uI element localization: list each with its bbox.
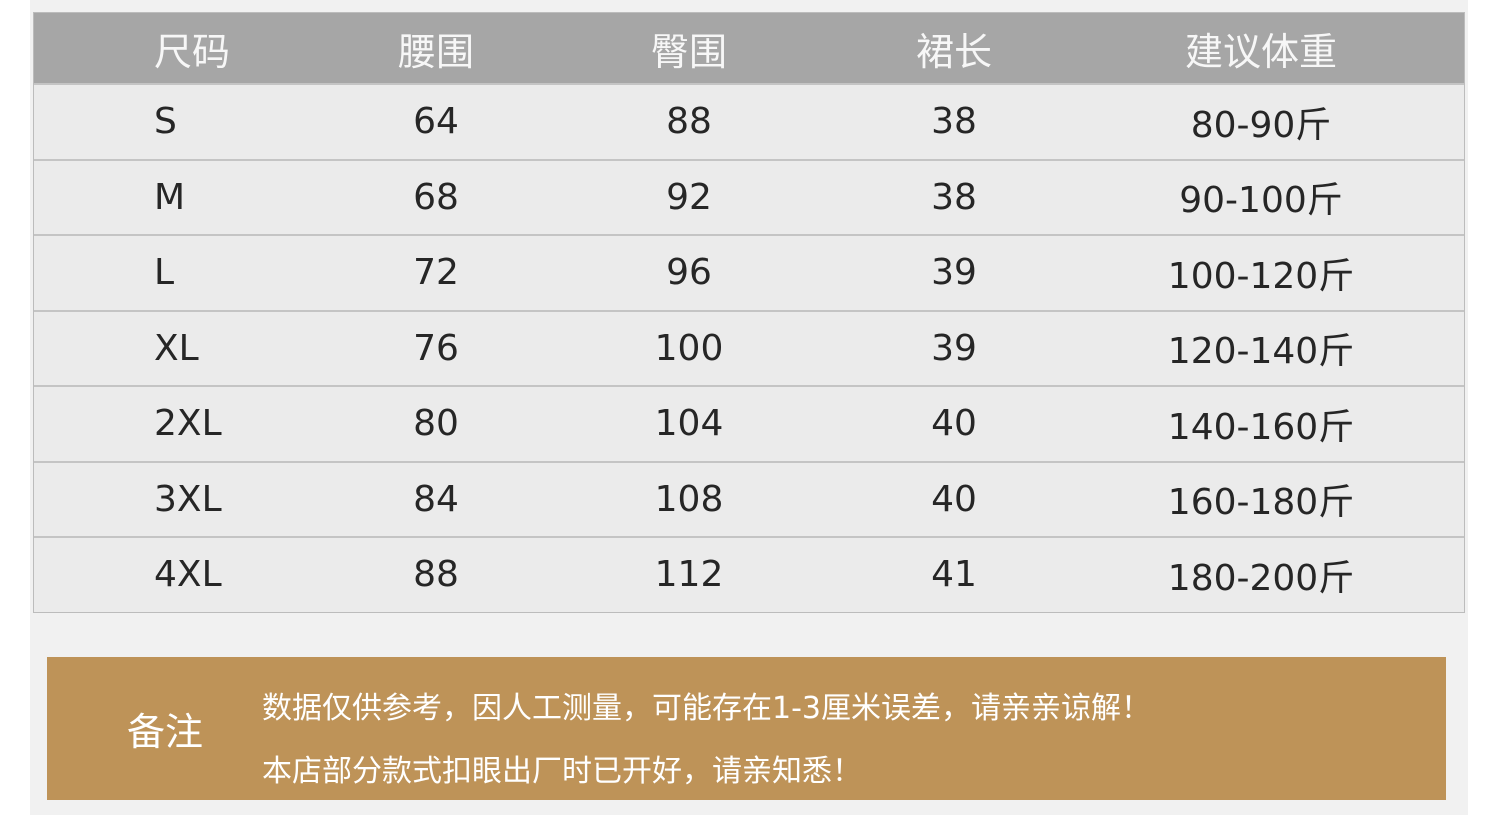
table-cell: 41 [931,554,977,596]
table-cell: 38 [931,176,977,218]
table-cell: 88 [666,101,712,143]
table-cell: 72 [413,252,459,294]
table-cell: 38 [931,101,977,143]
note-line: 数据仅供参考，因人工测量，可能存在1-3厘米误差，请亲亲谅解！ [262,691,1151,726]
table-row: 2XL 80 104 40 140-160斤 [34,385,1464,461]
size-table: 尺码 腰围 臀围 裙长 建议体重 S 64 88 38 80-90斤 M 68 92 38 90-100斤 L… [33,12,1465,613]
table-cell: 108 [654,478,724,520]
table-cell: 3XL [154,478,222,520]
table-cell: 76 [413,327,459,369]
table-cell: 88 [413,554,459,596]
header-cell: 腰围 [397,29,475,74]
table-cell: XL [154,327,199,369]
table-cell: 80-90斤 [1190,104,1332,146]
table-cell: 4XL [154,554,222,596]
table-cell: 140-160斤 [1167,406,1355,448]
header-row: 尺码 腰围 臀围 裙长 建议体重 [34,13,1464,83]
table-row: M 68 92 38 90-100斤 [34,158,1464,234]
table-cell: M [154,176,186,218]
table-cell: 160-180斤 [1167,482,1355,524]
header-cell: 尺码 [154,29,231,74]
table-cell: 2XL [154,403,222,445]
table-cell: 90-100斤 [1179,180,1343,222]
table-cell: 39 [931,252,977,294]
note-label: 备注 [127,710,204,754]
table-cell: L [154,252,175,294]
note-box: 备注 数据仅供参考，因人工测量，可能存在1-3厘米误差，请亲亲谅解！ 本店部分款… [47,657,1446,800]
header-cell: 建议体重 [1184,29,1338,74]
table-cell: 80 [413,403,459,445]
header-cell: 臀围 [650,29,728,74]
table-row: XL 76 100 39 120-140斤 [34,309,1464,385]
table-cell: 64 [413,101,459,143]
table-row: S 64 88 38 80-90斤 [34,83,1464,159]
note-line: 本店部分款式扣眼出厂时已开好，请亲知悉！ [262,754,862,789]
table-cell: 120-140斤 [1167,331,1355,373]
table-row: 3XL 84 108 40 160-180斤 [34,460,1464,536]
table-cell: 100-120斤 [1167,255,1355,297]
table-row: 4XL 88 112 41 180-200斤 [34,536,1464,612]
table-cell: 39 [931,327,977,369]
table-cell: 104 [654,403,724,445]
table-cell: 40 [931,403,977,445]
table-cell: 40 [931,478,977,520]
table-row: L 72 96 39 100-120斤 [34,234,1464,310]
table-cell: 100 [654,327,724,369]
table-cell: 92 [666,176,712,218]
header-cell: 裙长 [915,29,993,74]
table-cell: 84 [413,478,459,520]
table-cell: S [154,101,177,143]
table-cell: 180-200斤 [1167,557,1355,599]
table-cell: 112 [654,554,724,596]
table-cell: 68 [413,176,459,218]
table-cell: 96 [666,252,712,294]
